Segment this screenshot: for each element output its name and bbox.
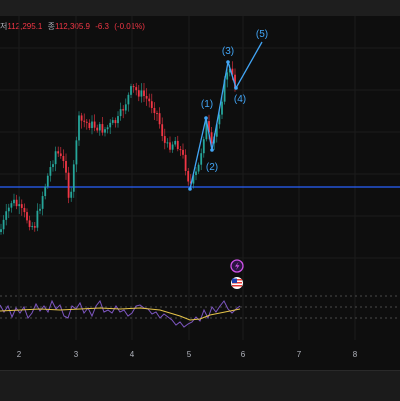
x-tick: 7 [297,350,302,359]
elliott-wave[interactable]: (1) (2) (3) (4) (5) [188,29,268,191]
x-tick: 6 [241,350,246,359]
wave-handle[interactable] [188,187,192,191]
wave-handle[interactable] [204,116,208,120]
oscillator-pane[interactable] [0,295,400,328]
price-grid [0,16,400,340]
x-tick: 3 [74,350,79,359]
lightning-event-icon[interactable] [230,259,244,273]
chart-area[interactable] [0,16,400,370]
wave-label-4: (4) [234,94,246,105]
osc-main-line [0,299,241,328]
low-label: 저 [0,22,8,31]
bottom-toolbar [0,370,400,401]
change-percent: (-0.01%) [114,22,145,31]
wave-handle[interactable] [234,86,238,90]
x-tick: 8 [353,350,358,359]
x-tick: 5 [187,350,192,359]
wave-handle[interactable] [226,60,230,64]
close-value: 112,305.9 [54,22,90,31]
close-label: 종 [47,22,55,31]
wave-path[interactable] [189,41,263,190]
top-toolbar [0,0,400,16]
price-chart[interactable]: (1) (2) (3) (4) (5) 2 3 4 5 6 7 8 [0,0,400,370]
ohlc-legend: 저112,295.1 종112,305.9 -6.3 (-0.01%) [0,21,148,32]
x-axis: 2 3 4 5 6 7 8 [17,350,358,359]
change-value: -6.3 [95,22,110,31]
wave-handle[interactable] [210,148,214,152]
wave-label-2: (2) [206,162,218,173]
x-tick: 4 [130,350,135,359]
wave-label-3: (3) [222,46,234,57]
wave-label-1: (1) [201,99,213,110]
wave-label-5: (5) [256,29,268,40]
low-value: 112,295.1 [7,22,43,31]
candles [0,61,236,235]
x-tick: 2 [17,350,22,359]
us-flag-event-icon[interactable] [231,277,243,289]
osc-signal-line [0,307,241,321]
